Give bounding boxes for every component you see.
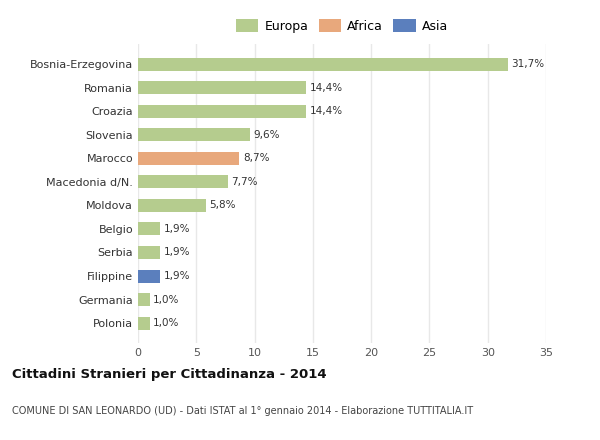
Bar [138, 223, 160, 235]
Text: COMUNE DI SAN LEONARDO (UD) - Dati ISTAT al 1° gennaio 2014 - Elaborazione TUTTI: COMUNE DI SAN LEONARDO (UD) - Dati ISTAT… [12, 406, 473, 416]
Text: Cittadini Stranieri per Cittadinanza - 2014: Cittadini Stranieri per Cittadinanza - 2… [12, 368, 326, 381]
Bar [138, 293, 149, 306]
Text: 1,0%: 1,0% [153, 318, 179, 328]
Text: 1,9%: 1,9% [164, 271, 190, 281]
Bar [138, 199, 206, 212]
Text: 5,8%: 5,8% [209, 200, 236, 210]
Bar [138, 317, 149, 330]
Text: 1,9%: 1,9% [164, 247, 190, 257]
Text: 1,9%: 1,9% [164, 224, 190, 234]
Bar [138, 152, 239, 165]
Text: 1,0%: 1,0% [153, 294, 179, 304]
Bar [138, 270, 160, 282]
Bar [138, 176, 228, 188]
Bar [138, 81, 306, 94]
Bar [138, 58, 508, 70]
Bar [138, 246, 160, 259]
Text: 31,7%: 31,7% [511, 59, 544, 69]
Text: 8,7%: 8,7% [243, 153, 269, 163]
Text: 14,4%: 14,4% [310, 106, 343, 116]
Text: 14,4%: 14,4% [310, 83, 343, 93]
Text: 7,7%: 7,7% [231, 177, 258, 187]
Text: 9,6%: 9,6% [253, 130, 280, 140]
Legend: Europa, Africa, Asia: Europa, Africa, Asia [231, 15, 453, 38]
Bar [138, 128, 250, 141]
Bar [138, 105, 306, 117]
